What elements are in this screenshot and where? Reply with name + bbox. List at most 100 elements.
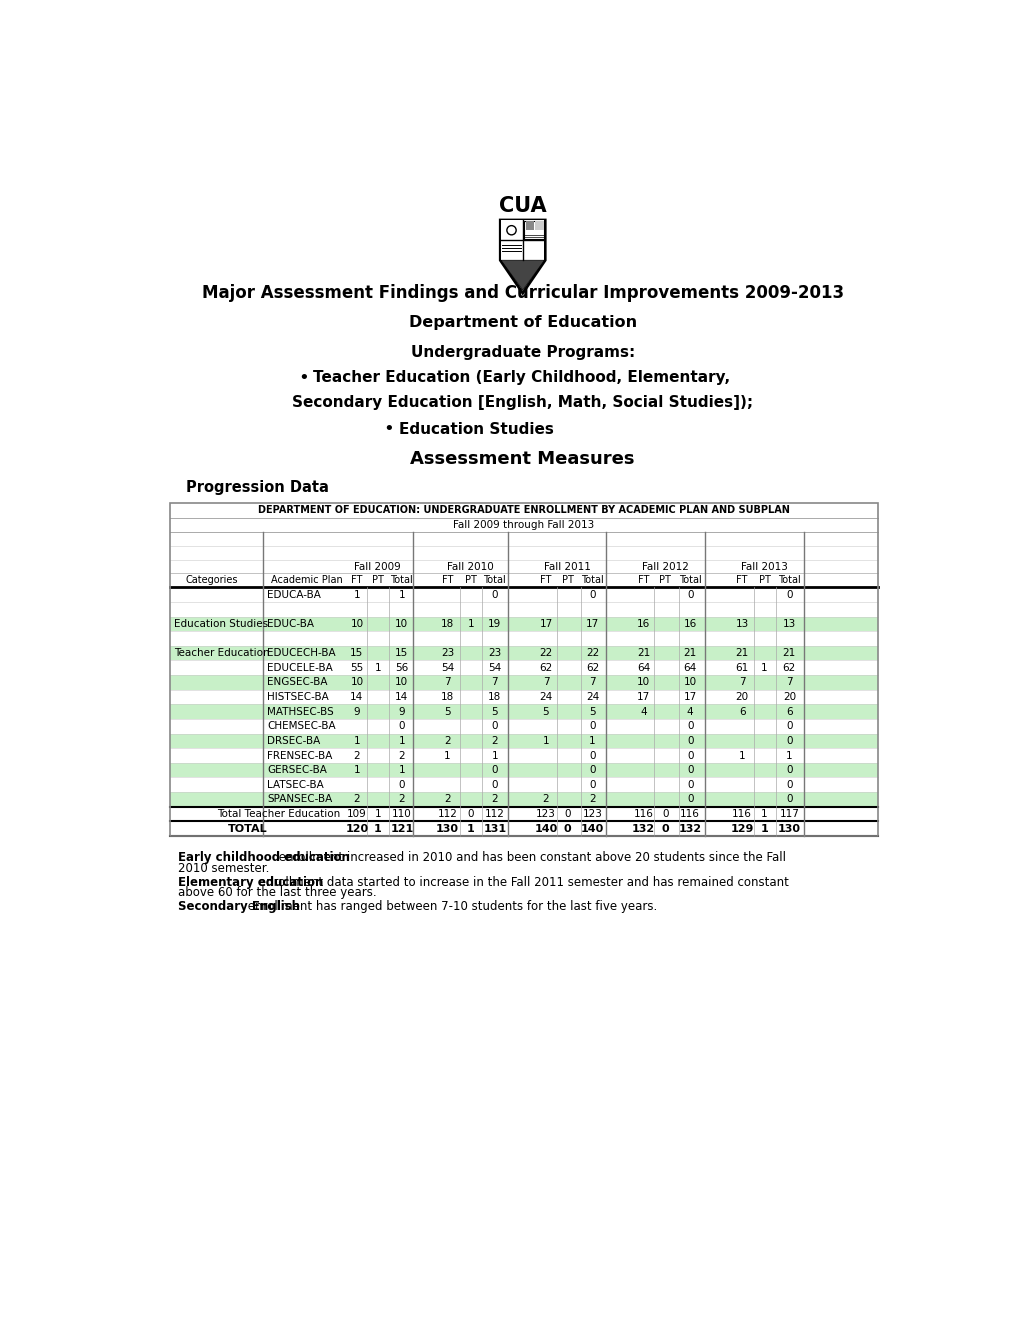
Text: Fall 2010: Fall 2010 [447,561,494,572]
Text: TOTAL: TOTAL [227,824,267,834]
Text: 121: 121 [390,824,413,834]
Text: FRENSEC-BA: FRENSEC-BA [267,751,332,760]
Text: 0: 0 [491,780,497,789]
Bar [170,573,876,587]
Text: EDUC-BA: EDUC-BA [267,619,314,628]
Text: 0: 0 [686,737,693,746]
Bar [500,220,523,260]
Text: 0: 0 [589,590,595,599]
Bar [526,222,534,230]
Text: 129: 129 [730,824,753,834]
Text: PT: PT [658,576,671,585]
Text: 2: 2 [491,737,497,746]
Text: 117: 117 [779,809,799,818]
Text: 21: 21 [782,648,795,659]
Text: 2: 2 [354,751,360,760]
Text: Early childhood education: Early childhood education [177,851,350,865]
Text: 21: 21 [637,648,650,659]
Text: 110: 110 [391,809,412,818]
Text: 1: 1 [738,751,745,760]
Text: 1: 1 [444,751,450,760]
Text: 62: 62 [585,663,598,673]
Text: 2: 2 [491,795,497,804]
Text: FT: FT [351,576,362,585]
Text: 18: 18 [488,692,501,702]
Text: SPANSEC-BA: SPANSEC-BA [267,795,332,804]
Text: Total: Total [678,576,701,585]
Text: 4: 4 [686,706,693,717]
Bar [170,545,876,560]
Text: •: • [298,368,309,387]
Text: 20: 20 [735,692,748,702]
Bar [170,532,876,545]
Text: 116: 116 [732,809,751,818]
Text: 1: 1 [398,590,405,599]
Text: 17: 17 [637,692,650,702]
Text: 131: 131 [483,824,505,834]
Text: 1: 1 [398,766,405,775]
Text: 15: 15 [350,648,363,659]
Text: Teacher Education (Early Childhood, Elementary,: Teacher Education (Early Childhood, Elem… [313,371,730,385]
Text: 0: 0 [491,721,497,731]
Polygon shape [500,260,544,290]
Text: 1: 1 [786,751,792,760]
Text: 0: 0 [398,721,405,731]
Text: 1: 1 [374,663,381,673]
Polygon shape [499,220,545,293]
Text: above 60 for the last three years.: above 60 for the last three years. [177,887,376,899]
Text: 123: 123 [582,809,602,818]
Text: 17: 17 [539,619,552,628]
Text: 15: 15 [394,648,408,659]
Text: enrollment has ranged between 7-10 students for the last five years.: enrollment has ranged between 7-10 stude… [244,900,656,913]
Text: 1: 1 [374,824,381,834]
Text: 14: 14 [350,692,363,702]
Text: 0: 0 [686,751,693,760]
Text: 21: 21 [735,648,748,659]
Text: 24: 24 [585,692,598,702]
Text: 2010 semester.: 2010 semester. [177,862,269,875]
Text: 7: 7 [491,677,497,688]
Text: 0: 0 [467,809,474,818]
Text: Total: Total [581,576,603,585]
Text: 1: 1 [374,809,381,818]
Text: 2: 2 [542,795,549,804]
Text: FT: FT [441,576,452,585]
Text: EDUCA-BA: EDUCA-BA [267,590,321,599]
Bar [170,517,876,532]
Text: enrollment increased in 2010 and has been constant above 20 students since the F: enrollment increased in 2010 and has bee… [274,851,785,865]
Text: 132: 132 [678,824,701,834]
Text: 5: 5 [542,706,549,717]
Text: 2: 2 [444,795,450,804]
Text: 1: 1 [589,737,595,746]
Text: 10: 10 [350,619,363,628]
Text: 17: 17 [683,692,696,702]
Text: 22: 22 [585,648,598,659]
Text: 14: 14 [394,692,408,702]
Text: 7: 7 [542,677,549,688]
Text: 10: 10 [395,677,408,688]
Text: 0: 0 [661,809,667,818]
Text: Fall 2013: Fall 2013 [741,561,788,572]
Text: 0: 0 [786,795,792,804]
Text: 116: 116 [680,809,699,818]
Text: EDUCECH-BA: EDUCECH-BA [267,648,335,659]
Text: 1: 1 [542,737,549,746]
Text: 0: 0 [589,780,595,789]
Bar [170,560,876,573]
Text: FT: FT [637,576,649,585]
Bar [170,705,876,719]
Text: Secondary English: Secondary English [177,900,300,913]
Text: Progression Data: Progression Data [185,479,328,495]
Text: 0: 0 [786,737,792,746]
Text: Academic Plan: Academic Plan [271,576,342,585]
Text: 5: 5 [589,706,595,717]
Text: Total: Total [483,576,505,585]
Text: CUA: CUA [498,197,546,216]
Text: 22: 22 [539,648,552,659]
Text: 5: 5 [444,706,450,717]
Text: 7: 7 [738,677,745,688]
Text: 1: 1 [354,737,360,746]
Text: 0: 0 [589,766,595,775]
Text: 18: 18 [440,692,453,702]
Text: 1: 1 [467,619,474,628]
